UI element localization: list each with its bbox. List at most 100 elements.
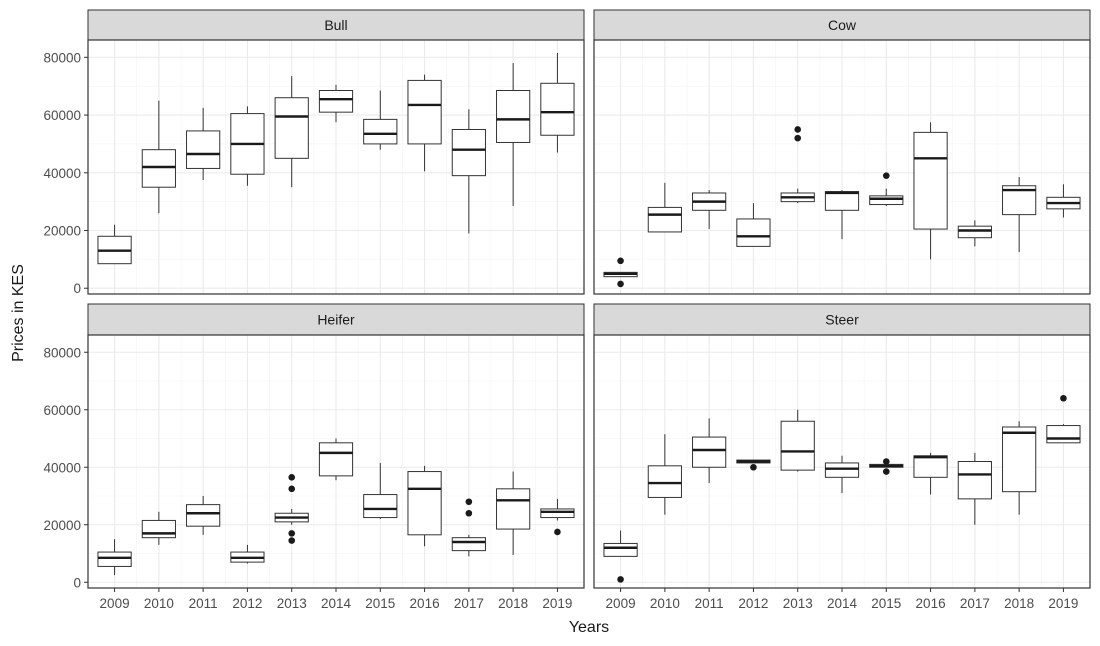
y-tick-label: 0	[73, 575, 81, 590]
box-steer-2017	[957, 452, 992, 525]
box-steer-2012	[736, 459, 771, 471]
box-bull-2011	[186, 107, 221, 180]
y-tick-label: 60000	[43, 403, 81, 418]
box-iqr	[647, 206, 682, 233]
box-heifer-2010	[141, 511, 176, 545]
panel-cow: Cow	[593, 9, 1091, 295]
box-cow-2019	[1046, 184, 1081, 218]
box-bull-2010	[141, 100, 176, 214]
box-iqr	[318, 442, 354, 477]
box-cow-2014	[824, 190, 860, 240]
box-iqr	[957, 225, 992, 239]
outlier-point	[794, 126, 802, 133]
x-tick-label: 2013	[783, 596, 813, 611]
outlier-point	[465, 509, 473, 517]
box-steer-2015	[869, 458, 904, 475]
strip-label-heifer: Heifer	[317, 312, 355, 328]
box-iqr	[363, 494, 398, 519]
x-tick-label: 2013	[277, 596, 307, 611]
outlier-point	[882, 458, 890, 465]
box-bull-2017	[451, 109, 486, 234]
box-iqr	[363, 118, 398, 145]
outlier-point	[554, 528, 561, 536]
box-bull-2013	[274, 76, 309, 188]
box-iqr	[141, 519, 176, 539]
box-iqr	[824, 191, 860, 211]
x-tick-label: 2010	[144, 596, 174, 611]
box-bull-2016	[407, 74, 442, 172]
box-iqr	[780, 420, 815, 471]
x-tick-label: 2017	[454, 596, 484, 611]
outlier-point	[288, 537, 296, 544]
box-iqr	[540, 82, 575, 136]
box-cow-2010	[647, 182, 682, 233]
box-cow-2018	[1002, 177, 1037, 253]
box-heifer-2018	[496, 471, 531, 555]
outlier-point	[617, 576, 624, 583]
box-cow-2015	[869, 172, 904, 206]
box-heifer-2009	[97, 539, 132, 576]
outlier-point	[465, 498, 473, 506]
outlier-point	[750, 463, 757, 471]
box-heifer-2016	[407, 465, 442, 547]
box-bull-2018	[496, 63, 531, 206]
x-tick-label: 2011	[695, 596, 724, 611]
strip-bull	[87, 9, 585, 41]
y-tick-label: 80000	[43, 345, 81, 360]
box-iqr	[451, 537, 486, 552]
strip-steer	[593, 303, 1091, 336]
box-heifer-2012	[230, 544, 265, 564]
box-cow-2009	[603, 257, 638, 288]
panel-bull: Bull 0 20000 40000 60000 80000	[43, 9, 585, 296]
box-cow-2017	[957, 220, 992, 247]
y-tick-label: 40000	[43, 166, 81, 181]
box-iqr	[407, 471, 442, 536]
box-cow-2011	[692, 190, 727, 230]
box-iqr	[274, 97, 309, 159]
box-steer-2013	[780, 409, 815, 472]
outlier-point	[288, 474, 296, 481]
box-heifer-2015	[363, 462, 398, 519]
box-heifer-2019	[540, 498, 575, 536]
outlier-point	[882, 172, 890, 179]
box-iqr	[407, 79, 442, 145]
y-tick-label: 0	[73, 281, 81, 296]
strip-label-steer: Steer	[825, 312, 859, 328]
box-heifer-2014	[318, 438, 354, 481]
box-iqr	[496, 90, 531, 143]
y-axis-title: Prices in KES	[10, 264, 27, 362]
strip-label-bull: Bull	[324, 17, 347, 33]
box-bull-2012	[230, 106, 265, 186]
box-iqr	[824, 462, 860, 478]
box-steer-2018	[1002, 421, 1037, 515]
box-iqr	[318, 90, 354, 113]
y-tick-label: 20000	[43, 224, 81, 239]
panel-border	[87, 39, 585, 295]
box-iqr	[913, 131, 948, 230]
x-tick-label: 2015	[871, 596, 901, 611]
outlier-point	[617, 257, 624, 265]
y-tick-label: 20000	[43, 518, 81, 533]
y-tick-label: 40000	[43, 460, 81, 475]
outlier-point	[794, 134, 802, 142]
box-iqr	[451, 128, 486, 177]
box-cow-2016	[913, 122, 948, 260]
x-tick-label: 2009	[606, 596, 636, 611]
box-heifer-2017	[451, 498, 486, 557]
x-tick-label: 2019	[542, 596, 572, 611]
outlier-point	[882, 468, 890, 475]
outlier-point	[1060, 394, 1067, 402]
box-bull-2014	[318, 84, 354, 123]
box-cow-2013	[780, 126, 815, 204]
box-iqr	[736, 218, 771, 247]
box-steer-2010	[647, 434, 682, 515]
box-heifer-2013	[274, 474, 309, 544]
y-tick-label: 60000	[43, 108, 81, 123]
x-tick-label: 2010	[650, 596, 680, 611]
x-tick-label: 2012	[738, 596, 768, 611]
box-steer-2011	[692, 418, 727, 484]
box-iqr	[913, 455, 948, 478]
box-bull-2015	[363, 90, 398, 150]
strip-heifer	[87, 303, 585, 336]
box-steer-2019	[1046, 394, 1081, 444]
